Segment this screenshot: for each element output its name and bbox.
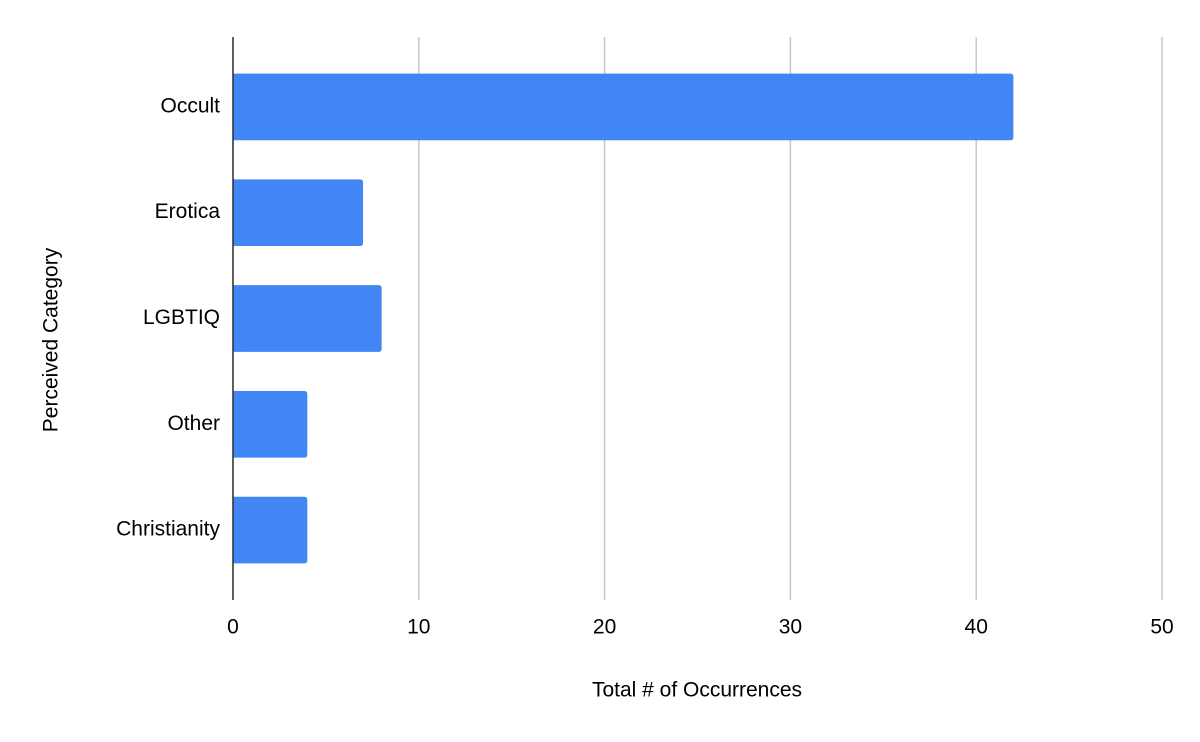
y-tick-label: Christianity — [116, 518, 220, 541]
x-axis-title: Total # of Occurrences — [592, 679, 802, 702]
bar — [233, 285, 382, 352]
x-tick-label: 10 — [407, 616, 430, 639]
y-tick-label: Occult — [160, 94, 220, 117]
x-tick-label: 0 — [227, 616, 239, 639]
bar — [233, 179, 364, 247]
y-axis-title: Perceived Category — [40, 247, 63, 432]
x-tick-label: 50 — [1150, 616, 1173, 639]
x-tick-label: 40 — [965, 616, 988, 639]
y-tick-label: Other — [167, 412, 220, 435]
bar — [233, 390, 308, 458]
x-tick-label: 30 — [779, 616, 802, 639]
y-tick-label: LGBTIQ — [143, 306, 220, 329]
bar — [233, 496, 308, 564]
y-tick-label: Erotica — [155, 200, 221, 223]
x-tick-label: 20 — [593, 616, 616, 639]
bar — [233, 73, 1014, 141]
